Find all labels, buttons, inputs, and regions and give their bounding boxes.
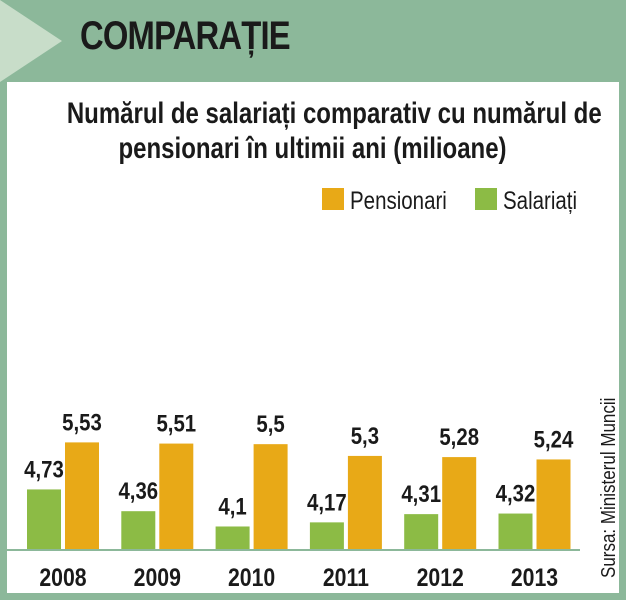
value-label-pensionari-2009: 5,51: [156, 410, 196, 437]
x-tick-label-2013: 2013: [511, 563, 558, 591]
value-label-pensionari-2012: 5,28: [439, 424, 479, 451]
bar-salariati-2010: [215, 526, 250, 550]
x-tick-label-2008: 2008: [39, 563, 86, 591]
legend-swatch-salariati: [475, 188, 497, 210]
header-arrow-decoration: [0, 0, 62, 82]
source-note: Sursa: Ministerul Muncii: [598, 366, 621, 578]
bar-salariati-2011: [309, 522, 344, 550]
x-tick-label-2010: 2010: [228, 563, 275, 591]
bar-pensionari-2009: [159, 443, 194, 550]
legend-label-pensionari: Pensionari: [350, 186, 447, 214]
x-tick-label-2012: 2012: [417, 563, 464, 591]
value-label-pensionari-2011: 5,3: [351, 422, 379, 449]
bar-salariati-2009: [121, 511, 156, 550]
value-label-salariati-2012: 4,31: [401, 481, 441, 508]
x-tick-label-2011: 2011: [323, 563, 369, 591]
bar-pensionari-2013: [536, 459, 571, 550]
value-label-salariati-2008: 4,73: [24, 456, 64, 483]
bar-pensionari-2010: [253, 444, 288, 550]
header-bar: COMPARAȚIE: [0, 0, 626, 82]
bar-salariati-2012: [404, 514, 439, 550]
source-text: Sursa: Ministerul Muncii: [598, 397, 620, 578]
bar-salariati-2013: [498, 513, 533, 550]
chart-title-line2: pensionari în ultimii ani (milioane): [118, 132, 508, 165]
x-tick-label-2009: 2009: [134, 563, 181, 591]
chart-title-line1: Numărul de salariați comparativ cu număr…: [66, 97, 602, 130]
bar-pensionari-2008: [65, 442, 99, 550]
value-label-pensionari-2008: 5,53: [62, 409, 102, 436]
bar-pensionari-2011: [347, 455, 382, 550]
value-label-pensionari-2013: 5,24: [534, 426, 574, 453]
value-label-pensionari-2010: 5,5: [256, 411, 284, 438]
value-label-salariati-2009: 4,36: [118, 478, 158, 505]
legend-label-salariati: Salariați: [503, 186, 577, 214]
header-title: COMPARAȚIE: [80, 14, 291, 58]
value-label-salariati-2010: 4,1: [218, 493, 246, 520]
bar-pensionari-2012: [442, 457, 477, 550]
bar-salariati-2008: [27, 489, 61, 550]
value-label-salariati-2013: 4,32: [496, 480, 536, 507]
value-label-salariati-2011: 4,17: [307, 489, 347, 516]
legend-swatch-pensionari: [322, 188, 344, 210]
chart-title: Numărul de salariați comparativ cu număr…: [0, 96, 626, 166]
